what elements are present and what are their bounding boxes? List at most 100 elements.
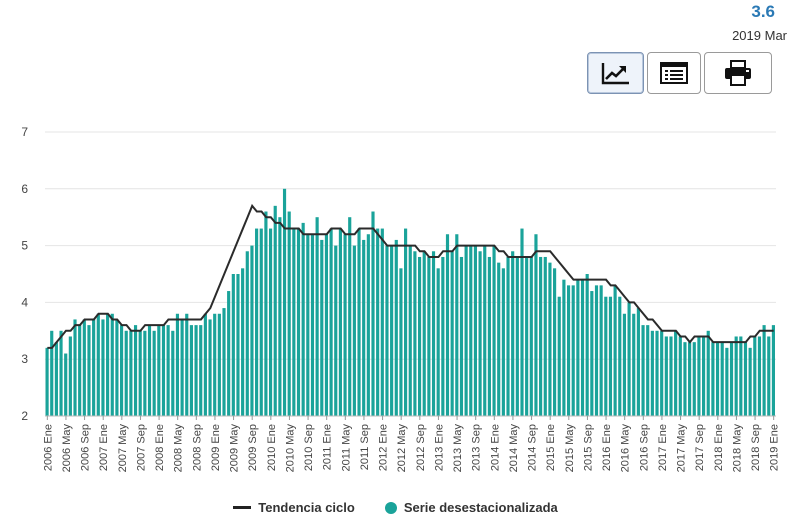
bar	[399, 268, 403, 416]
x-tick-label: 2018 May	[731, 424, 743, 473]
bar	[436, 268, 440, 416]
x-tick-label: 2007 Ene	[98, 424, 110, 471]
bar	[469, 245, 473, 416]
bar	[292, 228, 296, 416]
bar	[613, 285, 617, 416]
bar	[604, 296, 608, 416]
bar	[771, 325, 775, 416]
bar	[492, 245, 496, 416]
bar	[68, 336, 72, 416]
bar	[697, 336, 701, 416]
bar	[352, 245, 356, 416]
x-tick-label: 2006 Sep	[80, 424, 92, 471]
bar	[683, 342, 687, 416]
chart-line-icon	[601, 63, 629, 85]
bar	[101, 319, 105, 416]
bar	[688, 342, 692, 416]
bar	[450, 251, 454, 416]
print-button[interactable]	[704, 52, 772, 94]
bar	[217, 313, 221, 416]
bar	[408, 245, 412, 416]
bar	[45, 347, 49, 416]
bar	[203, 313, 207, 416]
y-axis: 2 3 4 5 6 7	[21, 125, 28, 423]
bar	[739, 336, 743, 416]
x-tick-label: 2008 Sep	[191, 424, 203, 471]
x-tick-label: 2012 Ene	[378, 424, 390, 471]
bar	[394, 239, 398, 416]
bar	[152, 330, 156, 416]
bar	[161, 325, 166, 416]
legend-item-series[interactable]: Serie desestacionalizada	[384, 500, 558, 515]
bar	[310, 234, 315, 416]
bar-series	[45, 188, 775, 416]
legend: Tendencia ciclo Serie desestacionalizada	[0, 500, 791, 515]
bar	[296, 228, 301, 416]
bar	[497, 262, 501, 416]
bar	[748, 347, 752, 416]
bar	[762, 325, 766, 416]
x-tick-label: 2014 Ene	[489, 424, 501, 471]
x-tick-label: 2006 Ene	[42, 424, 54, 471]
bar	[222, 308, 226, 416]
bar	[87, 325, 91, 416]
x-tick-label: 2007 Sep	[135, 424, 147, 471]
bar	[106, 313, 110, 416]
bar	[194, 325, 198, 416]
bar	[702, 336, 706, 416]
bar	[734, 336, 738, 416]
bar	[301, 222, 305, 416]
bar	[264, 211, 268, 416]
bar	[227, 291, 231, 416]
bar	[473, 245, 478, 416]
bar	[357, 228, 361, 416]
bar	[627, 302, 631, 416]
bar	[767, 336, 771, 416]
bar	[138, 330, 142, 416]
bar	[590, 291, 594, 416]
bar	[539, 256, 543, 416]
bar	[245, 251, 249, 416]
x-tick-label: 2011 Sep	[359, 424, 371, 470]
bar	[334, 245, 338, 416]
bar	[678, 336, 682, 416]
x-tick-label: 2008 May	[173, 424, 185, 473]
x-tick-label: 2010 Ene	[266, 424, 278, 471]
bar	[371, 211, 375, 416]
bar	[636, 308, 640, 416]
bar	[464, 245, 468, 416]
x-tick-label: 2013 May	[452, 424, 464, 473]
bar	[608, 296, 613, 416]
bar	[757, 336, 762, 416]
bar	[362, 239, 366, 416]
bar	[348, 217, 352, 416]
legend-dot-swatch	[384, 501, 397, 514]
bar	[725, 347, 729, 416]
bar	[315, 217, 319, 416]
legend-item-trend[interactable]: Tendencia ciclo	[233, 500, 355, 515]
bar	[562, 279, 566, 416]
x-tick-label: 2006 May	[61, 424, 73, 473]
bar	[278, 217, 282, 416]
table-view-button[interactable]	[647, 52, 701, 94]
bar	[580, 279, 585, 416]
x-tick-label: 2012 May	[396, 424, 408, 473]
y-tick-label: 4	[21, 295, 28, 309]
chart-view-button[interactable]	[587, 52, 644, 94]
bar	[664, 336, 668, 416]
bar	[632, 313, 636, 416]
bar	[124, 330, 128, 416]
bar	[78, 325, 82, 416]
bar	[338, 228, 342, 416]
bar	[720, 342, 724, 416]
bar	[73, 319, 77, 416]
printer-icon	[725, 60, 751, 86]
bar	[441, 256, 445, 416]
bar	[674, 330, 678, 416]
x-tick-label: 2013 Sep	[471, 424, 483, 471]
bar	[715, 342, 720, 416]
bar	[199, 325, 203, 416]
bar	[385, 245, 389, 416]
bar	[743, 342, 748, 416]
